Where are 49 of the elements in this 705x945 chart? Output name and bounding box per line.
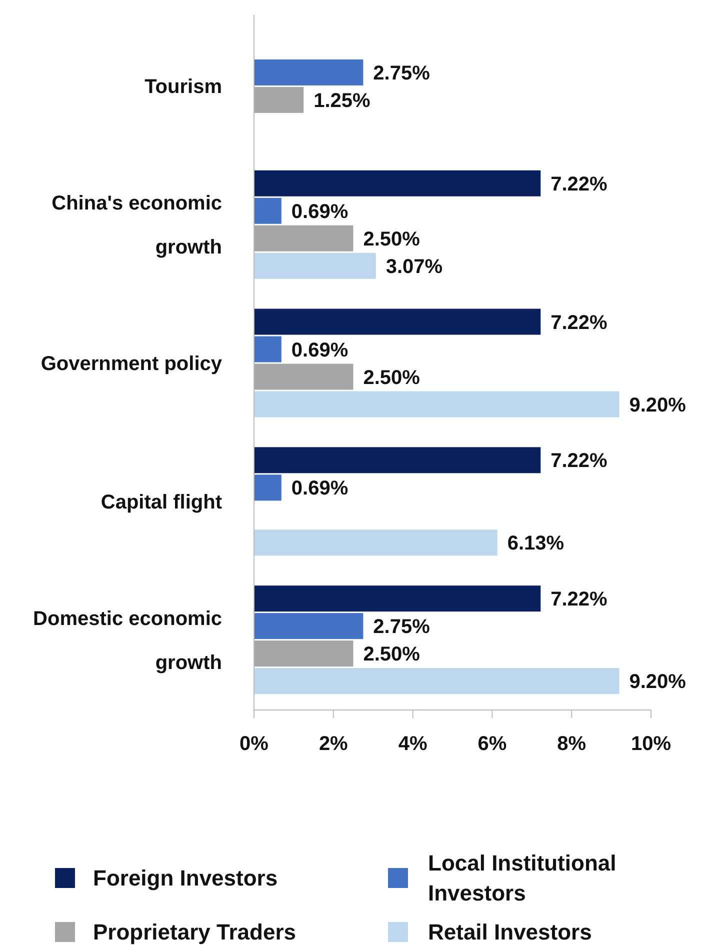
bar [254,225,354,252]
y-tick-label: Domestic economic growth [33,608,222,674]
bar [254,59,364,86]
data-label: 2.50% [363,228,420,250]
bar [254,391,620,418]
data-label: 7.22% [550,450,608,472]
bar [254,364,354,390]
bar [254,668,620,694]
bar [254,198,282,224]
x-tick-label: 10% [630,733,672,755]
bar [254,252,376,279]
bar [254,86,304,113]
legend-label: Retail Investors [428,920,592,945]
bar [254,474,282,501]
data-label: 7.22% [550,173,608,196]
data-label: 9.20% [629,394,686,416]
x-tick-label: 6% [478,733,507,755]
data-label: 7.22% [550,312,608,334]
bar [254,336,282,362]
bar [254,308,541,335]
data-label: 2.75% [373,62,430,84]
data-label: 1.25% [314,90,371,112]
data-label: 2.50% [363,366,420,389]
bar [254,530,498,556]
x-tick-label: 4% [398,733,428,755]
legend-label: Local Institutional Investors [428,850,616,906]
data-label: 7.22% [550,588,608,611]
data-label: 0.69% [291,478,348,500]
y-tick-label: China's economic growth [52,192,222,259]
bar [254,170,541,196]
bar [254,613,364,640]
data-label: 6.13% [507,532,564,555]
x-tick-label: 0% [240,733,269,755]
data-label: 3.07% [386,256,443,278]
legend-label: Proprietary Traders [93,920,296,945]
y-tick-label: Tourism [144,76,222,98]
x-tick-label: 8% [557,733,586,755]
bar [254,447,541,474]
legend-label: Foreign Investors [93,866,278,891]
data-label: 2.50% [363,644,420,666]
y-tick-label: Government policy [40,353,223,375]
bar [254,640,354,667]
y-tick-label: Capital flight [100,491,222,514]
bar [254,586,541,612]
data-label: 0.69% [291,200,348,223]
data-label: 0.69% [291,339,348,362]
data-label: 9.20% [629,671,686,694]
x-tick-label: 2% [318,733,348,755]
data-label: 2.75% [373,616,430,638]
